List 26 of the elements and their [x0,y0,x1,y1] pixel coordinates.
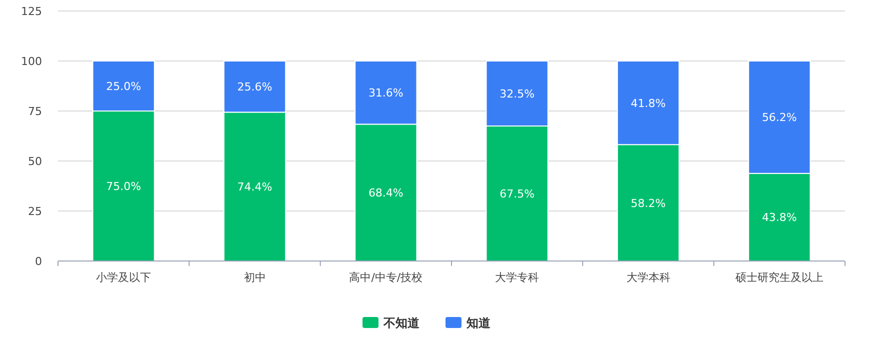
data-label: 68.4% [368,186,404,200]
data-label: 56.2% [762,111,797,124]
data-label: 25.6% [237,80,272,94]
y-tick-label: 50 [28,155,42,168]
x-tick-label: 大学本科 [626,271,670,284]
data-label: 67.5% [500,188,535,200]
y-tick-label: 125 [21,5,42,18]
data-label: 75.0% [106,180,142,193]
data-label: 25.0% [106,80,142,93]
data-label: 41.8% [630,96,666,110]
x-tick-label: 硕士研究生及以上 [734,271,824,284]
x-tick-label: 大学专科 [495,271,540,284]
y-tick-label: 25 [28,205,42,218]
x-tick-label: 高中/中专/技校 [349,271,423,284]
x-tick-label: 小学及以下 [96,271,152,284]
data-label: 74.4% [237,180,272,194]
y-tick-label: 100 [21,55,42,68]
y-tick-label: 0 [35,255,42,268]
legend-label: 不知道 [382,316,420,330]
data-label: 32.5% [500,88,535,100]
data-label: 58.2% [630,196,666,210]
data-label: 43.8% [762,211,797,224]
x-tick-label: 初中 [244,271,266,284]
legend-label: 知道 [466,316,492,330]
data-label: 31.6% [368,86,404,100]
y-tick-label: 75 [28,105,42,118]
